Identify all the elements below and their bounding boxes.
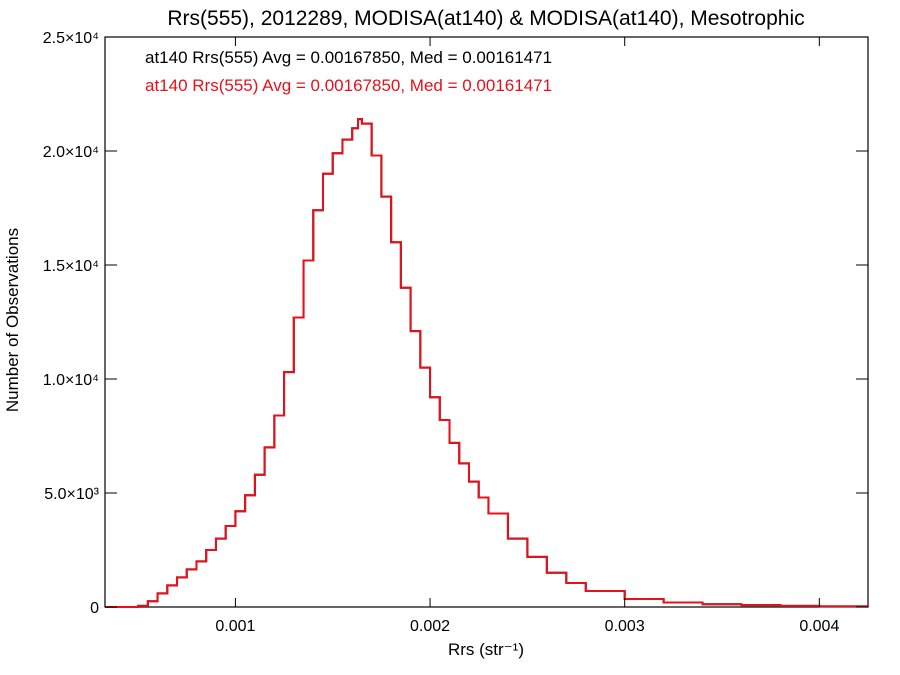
stats-annotation-1: at140 Rrs(555) Avg = 0.00167850, Med = 0… bbox=[145, 48, 552, 67]
plot-frame bbox=[104, 36, 869, 608]
x-tick-label: 0.002 bbox=[410, 618, 450, 635]
stats-annotation-2: at140 Rrs(555) Avg = 0.00167850, Med = 0… bbox=[145, 76, 552, 95]
y-axis-label: Number of Observations bbox=[3, 228, 22, 412]
y-tick-label: 1.0×10⁴ bbox=[43, 372, 99, 389]
y-tick-label: 2.0×10⁴ bbox=[43, 144, 99, 161]
annotation-layer: at140 Rrs(555) Avg = 0.00167850, Med = 0… bbox=[145, 48, 552, 95]
series-layer bbox=[105, 118, 869, 608]
chart-title: Rrs(555), 2012289, MODISA(at140) & MODIS… bbox=[167, 7, 804, 30]
y-tick-label: 1.5×10⁴ bbox=[43, 258, 99, 275]
series-line-1 bbox=[105, 118, 869, 608]
y-tick-label: 2.5×10⁴ bbox=[43, 30, 99, 47]
x-axis-label: Rrs (str⁻¹) bbox=[448, 640, 524, 659]
ticks-layer: 0.001 0.002 0.003 0.004 0 5.0×10³ 1.0×10⁴ 1.5×1… bbox=[43, 30, 868, 635]
series-line-2 bbox=[105, 118, 869, 608]
x-tick-label: 0.001 bbox=[215, 618, 255, 635]
x-tick-label: 0.003 bbox=[605, 618, 645, 635]
y-tick-label: 0 bbox=[90, 600, 99, 617]
y-tick-label: 5.0×10³ bbox=[44, 486, 99, 503]
plot-area bbox=[104, 36, 869, 608]
x-tick-label: 0.004 bbox=[799, 618, 839, 635]
